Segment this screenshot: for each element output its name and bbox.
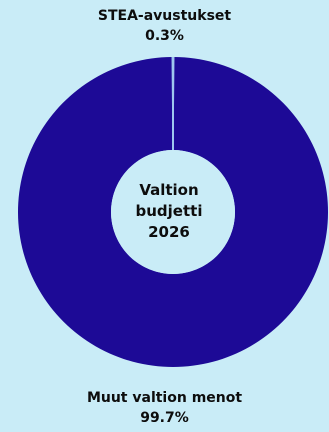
slice-label-stea-name: STEA-avustukset <box>97 8 232 24</box>
slice-label-other: Muut valtion menot 99.7% <box>0 388 329 428</box>
slice-label-stea: STEA-avustukset 0.3% <box>0 6 329 46</box>
slice-label-stea-value: 0.3% <box>145 28 184 44</box>
center-label-line-3: 2026 <box>148 223 190 241</box>
center-label-line-2: budjetti <box>135 202 203 220</box>
slice-label-other-value: 99.7% <box>140 410 189 426</box>
donut-hole <box>111 150 235 274</box>
slice-label-other-name: Muut valtion menot <box>86 390 243 406</box>
center-label-line-1: Valtion <box>139 181 199 199</box>
donut-center-label: Valtion budjetti 2026 <box>114 180 224 243</box>
donut-slice-other <box>17 57 328 368</box>
